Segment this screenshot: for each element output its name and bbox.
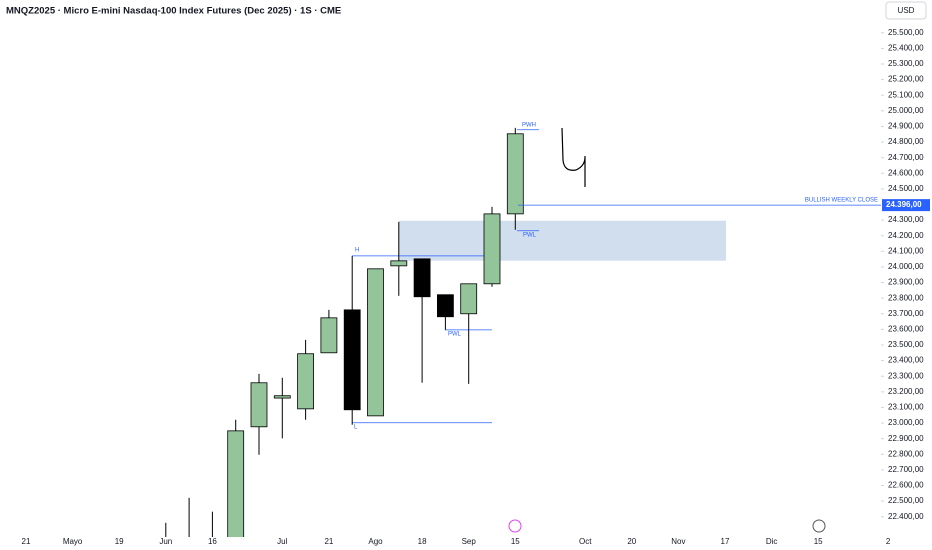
candle-body: [367, 268, 384, 417]
candle-body: [436, 294, 454, 318]
y-tick-label: 22.400,00: [888, 512, 924, 521]
event-icon[interactable]: [812, 519, 826, 533]
candle-body: [483, 213, 501, 285]
y-tick-label: 25.200,00: [888, 75, 924, 84]
y-tick-label: 23.700,00: [888, 309, 924, 318]
candle-body: [413, 258, 431, 298]
y-tick-label: 25.500,00: [888, 28, 924, 37]
y-tick-label: 22.800,00: [888, 449, 924, 458]
y-tick-label: 24.900,00: [888, 122, 924, 131]
candle-body: [390, 260, 408, 267]
x-tick-label: 21: [324, 537, 333, 546]
currency-button[interactable]: [885, 1, 927, 20]
level-label: PWL: [448, 331, 462, 337]
event-icon[interactable]: [508, 519, 522, 533]
level-label: L: [354, 424, 358, 430]
y-tick-label: 23.200,00: [888, 387, 924, 396]
y-tick-label: 23.900,00: [888, 278, 924, 287]
y-tick-label: 25.400,00: [888, 44, 924, 53]
x-tick-label: Nov: [671, 537, 685, 546]
y-tick-label: 24.600,00: [888, 168, 924, 177]
y-tick-label: 24.200,00: [888, 231, 924, 240]
x-tick-label: 21: [22, 537, 31, 546]
price-badge-label: 24.396,00: [886, 200, 922, 209]
x-tick-label: Jul: [277, 537, 287, 546]
y-tick-label: 23.800,00: [888, 293, 924, 302]
level-label: PWL: [523, 232, 537, 238]
x-tick-label: 16: [208, 537, 217, 546]
level-label: H: [355, 247, 359, 253]
plot-area: PWH PWL H PWL L: [165, 122, 726, 550]
x-tick-label: Oct: [579, 537, 592, 546]
x-tick-label: Dic: [766, 537, 778, 546]
y-tick-label: 22.900,00: [888, 434, 924, 443]
x-tick-label: 15: [814, 537, 823, 546]
y-tick-label: 24.700,00: [888, 153, 924, 162]
x-tick-label: 17: [721, 537, 730, 546]
x-tick-label: 19: [115, 537, 124, 546]
y-tick-label: 23.600,00: [888, 324, 924, 333]
x-tick-label: 20: [627, 537, 636, 546]
candle-body: [297, 353, 315, 410]
x-tick-label: Mayo: [63, 537, 83, 546]
candle-body: [273, 395, 291, 399]
candle-body: [250, 382, 268, 428]
y-tick-label: 25.000,00: [888, 106, 924, 115]
candle-body: [181, 540, 197, 550]
candle-body: [460, 283, 478, 315]
y-tick-label: 24.500,00: [888, 184, 924, 193]
x-tick-label: Jun: [159, 537, 172, 546]
y-tick-label: 24.000,00: [888, 262, 924, 271]
y-tick-label: 23.500,00: [888, 340, 924, 349]
x-tick-label: 2: [886, 537, 891, 546]
chart-title: MNQZ2025 · Micro E-mini Nasdaq-100 Index…: [6, 6, 341, 17]
y-tick-label: 23.100,00: [888, 403, 924, 412]
y-tick-label: 23.400,00: [888, 356, 924, 365]
candle-body: [320, 317, 338, 354]
candle-body: [227, 430, 245, 537]
x-tick-label: 18: [418, 537, 427, 546]
currency-label: USD: [898, 6, 915, 15]
y-tick-label: 23.000,00: [888, 418, 924, 427]
price-badge: [882, 199, 930, 212]
x-tick-label: Sep: [462, 537, 477, 546]
x-tick-label: Ago: [368, 537, 383, 546]
y-tick-label: 24.300,00: [888, 215, 924, 224]
x-tick-label: 15: [511, 537, 520, 546]
y-tick-label: 25.300,00: [888, 59, 924, 68]
candle-body: [343, 309, 361, 411]
y-tick-label: 24.800,00: [888, 137, 924, 146]
zone: [399, 220, 726, 261]
price-line-text: BULLISH WEEKLY CLOSE: [805, 198, 878, 204]
drawing: [561, 127, 586, 187]
y-tick-label: 22.500,00: [888, 496, 924, 505]
y-tick-label: 24.100,00: [888, 246, 924, 255]
y-tick-label: 23.300,00: [888, 371, 924, 380]
level-label: PWH: [522, 122, 536, 128]
y-tick-label: 25.100,00: [888, 90, 924, 99]
y-tick-label: 22.600,00: [888, 481, 924, 490]
y-tick-label: 22.700,00: [888, 465, 924, 474]
candle-body: [506, 133, 524, 215]
